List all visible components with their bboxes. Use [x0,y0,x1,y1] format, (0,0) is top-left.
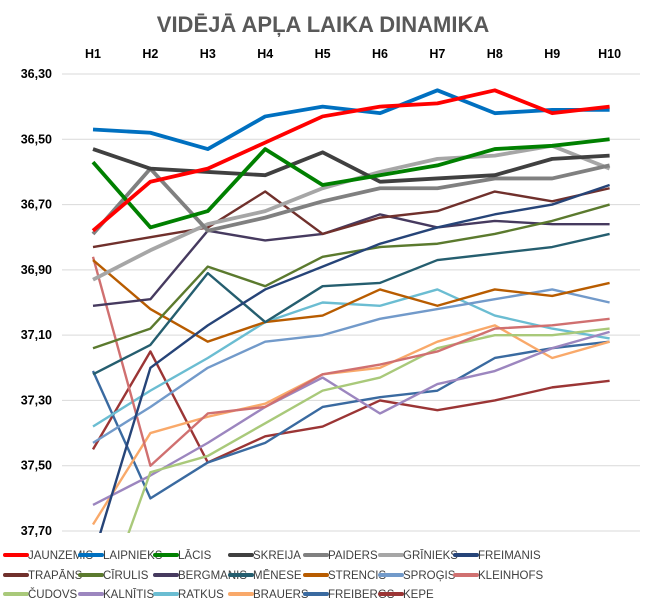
y-tick-label: 37,10 [21,328,52,342]
x-tick-label: H9 [544,47,560,61]
y-tick-label: 37,30 [21,393,52,407]
series-line-lācis [91,137,610,230]
x-axis-ticks: H1 H2 H3 H4 H5 H6 H7 H8 H9 H10 [85,47,621,61]
x-tick-label: H7 [429,47,445,61]
legend-label: PAIDERS [328,550,378,562]
x-tick-label: H1 [85,47,101,61]
legend-label: SPROĢIS [403,570,456,582]
legend-label: LĀCIS [178,550,212,562]
legend-label: ČUDOVS [28,588,78,601]
x-tick-label: H6 [372,47,388,61]
legend-item: GRĪNIEKS [378,550,458,562]
x-tick-label: H8 [487,47,503,61]
y-tick-label: 37,70 [21,524,52,538]
series-line-skreija [92,147,610,184]
legend-item: SKREIJA [228,550,301,562]
x-tick-label: H3 [200,47,216,61]
legend-label: TRAPĀNS [28,570,83,582]
legend-label: LAIPNIEKS [103,550,163,562]
legend-label: KEPE [403,589,434,601]
series-line-laipnieks [92,88,610,151]
legend-item: FREIBERGS [303,589,395,601]
legend-label: RATKUS [178,589,224,601]
series-line-cīrulis [92,203,610,350]
legend-label: FREIBERGS [328,589,395,601]
legend-item: TRAPĀNS [3,570,83,582]
legend-item: PAIDERS [303,550,378,562]
series-line-trapāns [92,187,610,249]
series-line-mēnese [92,232,610,376]
y-tick-label: 36,70 [21,198,52,212]
legend-item: FREIMANIS [453,550,541,562]
series-line-kleinhofs [91,256,610,467]
series-line-brauers [91,324,610,526]
series-line-kepe [91,350,610,464]
legend-item: JAUNZEMIS [3,550,94,562]
legend-item: ČUDOVS [3,588,78,601]
legend: JAUNZEMIS LAIPNIEKS LĀCIS SKREIJA PAIDERS GRĪ… [3,550,544,601]
legend-label: STRENCIS [328,570,386,582]
x-tick-label: H2 [142,47,158,61]
legend-item: KEPE [378,589,434,601]
y-tick-label: 36,50 [21,132,52,146]
legend-item: LĀCIS [153,550,212,562]
chart-title: VIDĒJĀ APĻA LAIKA DINAMIKA [157,12,490,37]
legend-item: MĒNESE [228,570,302,582]
series-line-kalnītis [92,330,610,506]
y-axis-ticks: 36,30 36,50 36,70 36,90 37,10 37,30 37,50 37,70 [21,67,52,538]
legend-item: STRENCIS [303,570,386,582]
legend-item: BRAUERS [228,589,309,601]
legend-label: FREIMANIS [478,550,541,562]
legend-item: RATKUS [153,589,224,601]
series-line-ratkus [92,288,610,428]
series-line-bergmanis [92,213,610,307]
series-line-freibergs [91,340,610,500]
legend-item: CĪRULIS [78,570,149,582]
series-line-freimanis [99,183,610,533]
x-tick-label: H4 [257,47,273,61]
series-line-strencis [92,259,610,343]
series-line-jaunzemis [91,88,610,233]
legend-label: KLEINHOFS [478,570,544,582]
legend-item: KLEINHOFS [453,570,544,582]
series-line-paiders [91,163,611,236]
legend-label: CĪRULIS [103,570,149,582]
legend-label: KALNĪTIS [103,589,154,601]
legend-item: SPROĢIS [378,570,456,582]
x-tick-label: H5 [315,47,331,61]
y-tick-label: 37,50 [21,459,52,473]
series-lines [91,88,611,533]
series-line-čudovs [127,327,610,533]
legend-label: BRAUERS [253,589,309,601]
y-tick-label: 36,30 [21,67,52,81]
legend-item: LAIPNIEKS [78,550,163,562]
legend-item: KALNĪTIS [78,589,154,601]
y-tick-label: 36,90 [21,263,52,277]
x-tick-label: H10 [598,47,621,61]
legend-label: SKREIJA [253,550,301,562]
legend-label: JAUNZEMIS [28,550,94,562]
legend-label: GRĪNIEKS [403,550,458,562]
series-line-sproģis [92,288,610,444]
legend-label: MĒNESE [253,570,302,582]
